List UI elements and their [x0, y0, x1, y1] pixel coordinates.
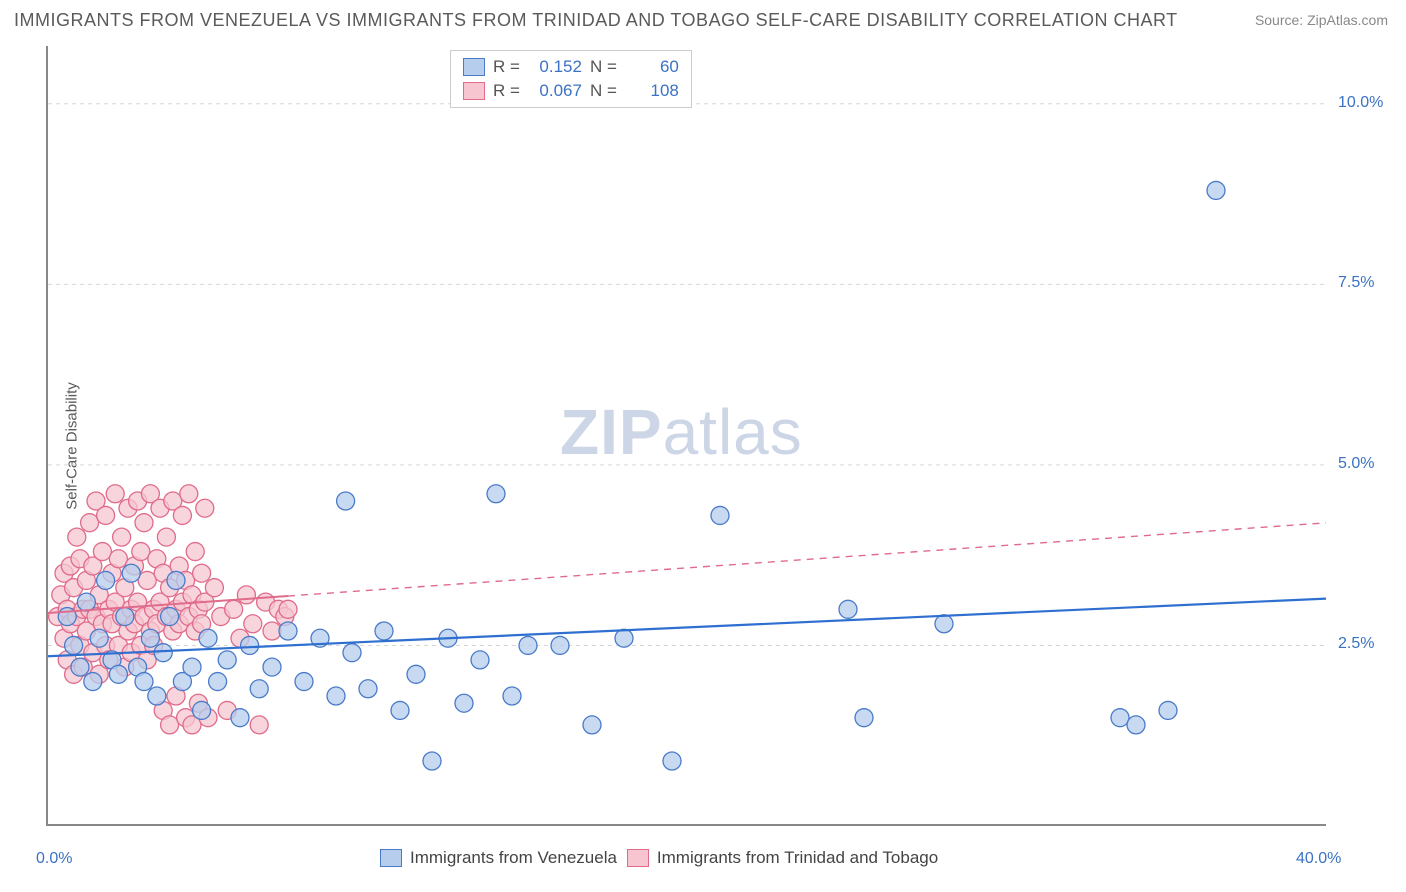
legend-swatch [380, 849, 402, 867]
venezuela-point [167, 571, 185, 589]
venezuela-point [90, 629, 108, 647]
source-attribution: Source: ZipAtlas.com [1255, 12, 1388, 28]
venezuela-point [839, 600, 857, 618]
venezuela-point [471, 651, 489, 669]
venezuela-point [209, 673, 227, 691]
trinidad-point [93, 543, 111, 561]
trinidad-point [109, 550, 127, 568]
venezuela-point [487, 485, 505, 503]
venezuela-point [1207, 181, 1225, 199]
trinidad-point [279, 600, 297, 618]
trinidad-point [225, 600, 243, 618]
trinidad-point [132, 543, 150, 561]
venezuela-point [141, 629, 159, 647]
legend-row-trinidad: R =0.067N =108 [463, 79, 679, 103]
venezuela-point [241, 636, 259, 654]
trinidad-point [97, 506, 115, 524]
venezuela-point [97, 571, 115, 589]
venezuela-point [407, 665, 425, 683]
trinidad-point [173, 506, 191, 524]
legend-item-trinidad: Immigrants from Trinidad and Tobago [627, 848, 938, 868]
x-tick-label-max: 40.0% [1296, 850, 1341, 868]
y-tick-label: 5.0% [1338, 455, 1374, 473]
venezuela-point [1127, 716, 1145, 734]
venezuela-point [193, 701, 211, 719]
venezuela-point [359, 680, 377, 698]
venezuela-point [343, 644, 361, 662]
x-tick-label-min: 0.0% [36, 850, 72, 868]
venezuela-point [1159, 701, 1177, 719]
trinidad-point [180, 485, 198, 503]
venezuela-point [199, 629, 217, 647]
venezuela-point [77, 593, 95, 611]
y-tick-label: 7.5% [1338, 274, 1374, 292]
venezuela-point [327, 687, 345, 705]
trinidad-point [263, 622, 281, 640]
venezuela-point [455, 694, 473, 712]
trinidad-point [113, 528, 131, 546]
trinidad-point [135, 514, 153, 532]
venezuela-point [855, 709, 873, 727]
venezuela-point [375, 622, 393, 640]
legend-row-venezuela: R =0.152N =60 [463, 55, 679, 79]
venezuela-point [337, 492, 355, 510]
venezuela-point [183, 658, 201, 676]
trinidad-point [68, 528, 86, 546]
venezuela-point [218, 651, 236, 669]
venezuela-point [109, 665, 127, 683]
venezuela-point [935, 615, 953, 633]
venezuela-point [711, 506, 729, 524]
venezuela-point [135, 673, 153, 691]
venezuela-point [391, 701, 409, 719]
venezuela-point [231, 709, 249, 727]
venezuela-point [65, 636, 83, 654]
trinidad-point [81, 514, 99, 532]
venezuela-point [84, 673, 102, 691]
venezuela-point [423, 752, 441, 770]
correlation-legend: R =0.152N =60R =0.067N =108 [450, 50, 692, 108]
legend-swatch [463, 58, 485, 76]
venezuela-point [519, 636, 537, 654]
trinidad-point [193, 564, 211, 582]
venezuela-point [263, 658, 281, 676]
venezuela-point [161, 608, 179, 626]
trinidad-point [106, 485, 124, 503]
venezuela-point [663, 752, 681, 770]
y-tick-label: 10.0% [1338, 94, 1383, 112]
venezuela-point [116, 608, 134, 626]
scatter-plot [46, 46, 1326, 826]
venezuela-point [279, 622, 297, 640]
trinidad-point [138, 571, 156, 589]
legend-swatch [463, 82, 485, 100]
trinidad-point [161, 716, 179, 734]
trinidad-point [244, 615, 262, 633]
trinidad-point [186, 543, 204, 561]
venezuela-point [250, 680, 268, 698]
trinidad-point [205, 579, 223, 597]
venezuela-point [1111, 709, 1129, 727]
venezuela-point [71, 658, 89, 676]
venezuela-point [154, 644, 172, 662]
venezuela-point [615, 629, 633, 647]
legend-swatch [627, 849, 649, 867]
trinidad-point [237, 586, 255, 604]
venezuela-point [148, 687, 166, 705]
trinidad-point [250, 716, 268, 734]
legend-item-venezuela: Immigrants from Venezuela [380, 848, 617, 868]
venezuela-point [122, 564, 140, 582]
trinidad-trend-line-dashed [288, 523, 1326, 596]
venezuela-point [551, 636, 569, 654]
venezuela-point [295, 673, 313, 691]
venezuela-point [503, 687, 521, 705]
venezuela-point [583, 716, 601, 734]
series-legend: Immigrants from Venezuela Immigrants from… [380, 848, 938, 868]
chart-container: IMMIGRANTS FROM VENEZUELA VS IMMIGRANTS … [0, 0, 1406, 892]
trinidad-point [196, 499, 214, 517]
chart-title: IMMIGRANTS FROM VENEZUELA VS IMMIGRANTS … [14, 10, 1178, 31]
trinidad-point [157, 528, 175, 546]
y-tick-label: 2.5% [1338, 635, 1374, 653]
